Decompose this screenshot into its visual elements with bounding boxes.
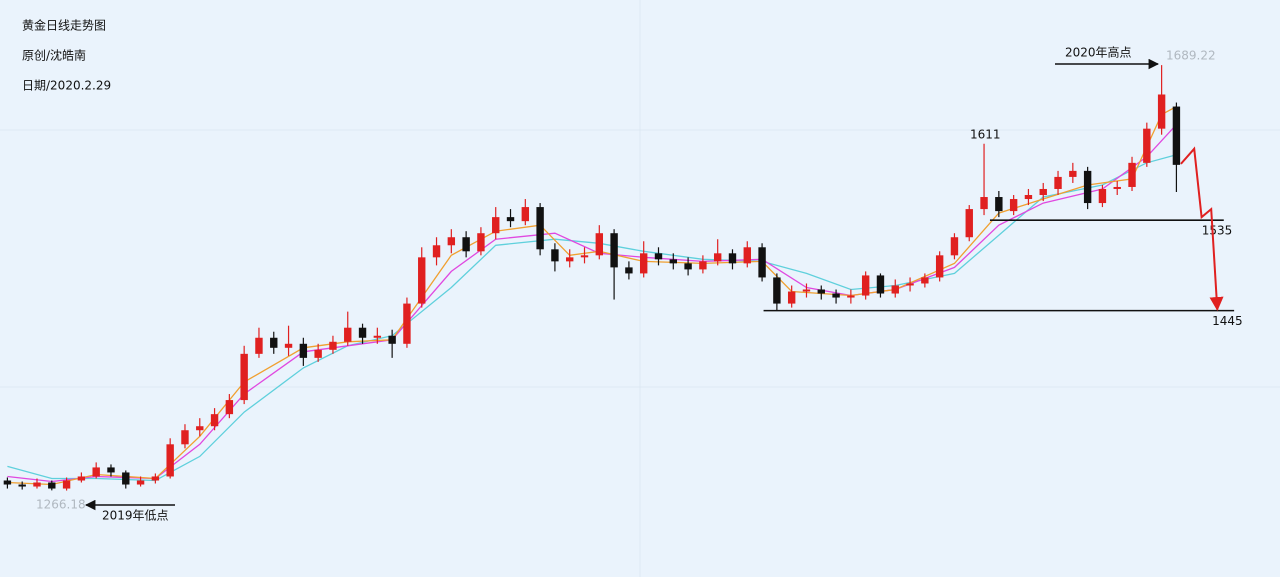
candle-body [284, 343, 293, 348]
candle-body [477, 233, 485, 252]
candle-body [122, 472, 130, 485]
candle-body [255, 337, 263, 354]
candle-body [950, 237, 959, 256]
candle-body [181, 430, 189, 445]
candle-body [817, 289, 825, 294]
candle-body [77, 476, 86, 481]
candle-body [492, 217, 500, 234]
candle-body [432, 245, 441, 258]
high-label: 1689.22 [1166, 49, 1216, 63]
average-line [7, 124, 1177, 483]
candle-body [329, 341, 337, 350]
candle-body [995, 197, 1003, 212]
candle-body [728, 253, 737, 264]
candle-body [299, 343, 308, 358]
candle-body [240, 353, 248, 401]
candle-body [1128, 162, 1136, 187]
candle-body [847, 295, 855, 298]
candle-body [536, 207, 544, 250]
candle-body [1083, 170, 1092, 204]
annotation: 2019年低点 [102, 509, 169, 523]
candle-body [669, 259, 677, 264]
candle-body [1098, 188, 1107, 204]
candle-body [876, 275, 885, 294]
candle-body [743, 247, 751, 264]
candle-body [136, 480, 145, 485]
candle-body [551, 249, 559, 262]
candle-body [418, 257, 426, 304]
candle-body [1113, 186, 1121, 189]
candle-body [921, 277, 929, 284]
candle-body [344, 327, 352, 342]
candle-body [965, 209, 973, 238]
candle-body [566, 257, 574, 262]
candle-body [225, 400, 234, 415]
candle-body [832, 293, 840, 298]
candle-body [654, 253, 663, 260]
candle-body [1143, 128, 1151, 163]
candle-body [802, 289, 811, 292]
candle-body [861, 275, 870, 296]
peak-label: 1611 [970, 128, 1001, 142]
candle-body [1039, 188, 1047, 196]
candle-body [580, 255, 589, 258]
candle-body [314, 349, 322, 358]
candle-body [270, 337, 278, 348]
candle-body [684, 263, 692, 270]
candle-body [1024, 195, 1033, 200]
candle-body [33, 482, 41, 487]
candle-body [506, 217, 515, 222]
plot-area [3, 65, 1181, 491]
candle-body [92, 467, 100, 477]
candle-body [48, 482, 56, 489]
candle-body [906, 283, 914, 286]
candle-body [151, 476, 160, 481]
candle-body [62, 480, 71, 489]
candle-body [1054, 176, 1062, 189]
forecast-line [1180, 146, 1224, 311]
candle-body [447, 237, 456, 246]
candle-body [891, 285, 899, 294]
candle-body [3, 480, 12, 485]
candle-body [196, 426, 204, 431]
candle-body [166, 444, 174, 477]
average-line [7, 106, 1177, 486]
candle-body [373, 335, 382, 338]
candle-body [595, 233, 604, 256]
candle-body [935, 255, 944, 278]
candle-body [1157, 94, 1166, 129]
candle-body [462, 237, 470, 252]
candle-body [210, 414, 219, 427]
candle-body [1069, 170, 1077, 177]
candle-body [18, 484, 26, 487]
candle-body [521, 207, 530, 222]
chart-title: 黄金日线走势图 [22, 18, 106, 33]
candle-body [625, 267, 633, 274]
candle-body [713, 253, 722, 262]
candle-body [787, 291, 796, 304]
candle-body [358, 327, 367, 338]
candle-body [1009, 199, 1018, 212]
author: 原创/沈皓南 [22, 48, 86, 63]
level-label: 1535 [1202, 224, 1233, 238]
candle-body [640, 253, 648, 274]
candle-body [980, 197, 988, 210]
candle-body [107, 467, 115, 473]
candle-body [758, 247, 766, 278]
candle-body [699, 261, 707, 270]
candle-body [610, 233, 618, 268]
annotation: 2020年高点 [1065, 45, 1132, 60]
candle-body [388, 335, 396, 344]
date: 日期/2020.2.29 [22, 79, 111, 93]
candle-body [403, 303, 411, 344]
level-label: 1445 [1212, 314, 1243, 328]
candle-body [773, 277, 781, 304]
low-label: 1266.18 [36, 498, 86, 512]
candle-body [1172, 106, 1181, 165]
